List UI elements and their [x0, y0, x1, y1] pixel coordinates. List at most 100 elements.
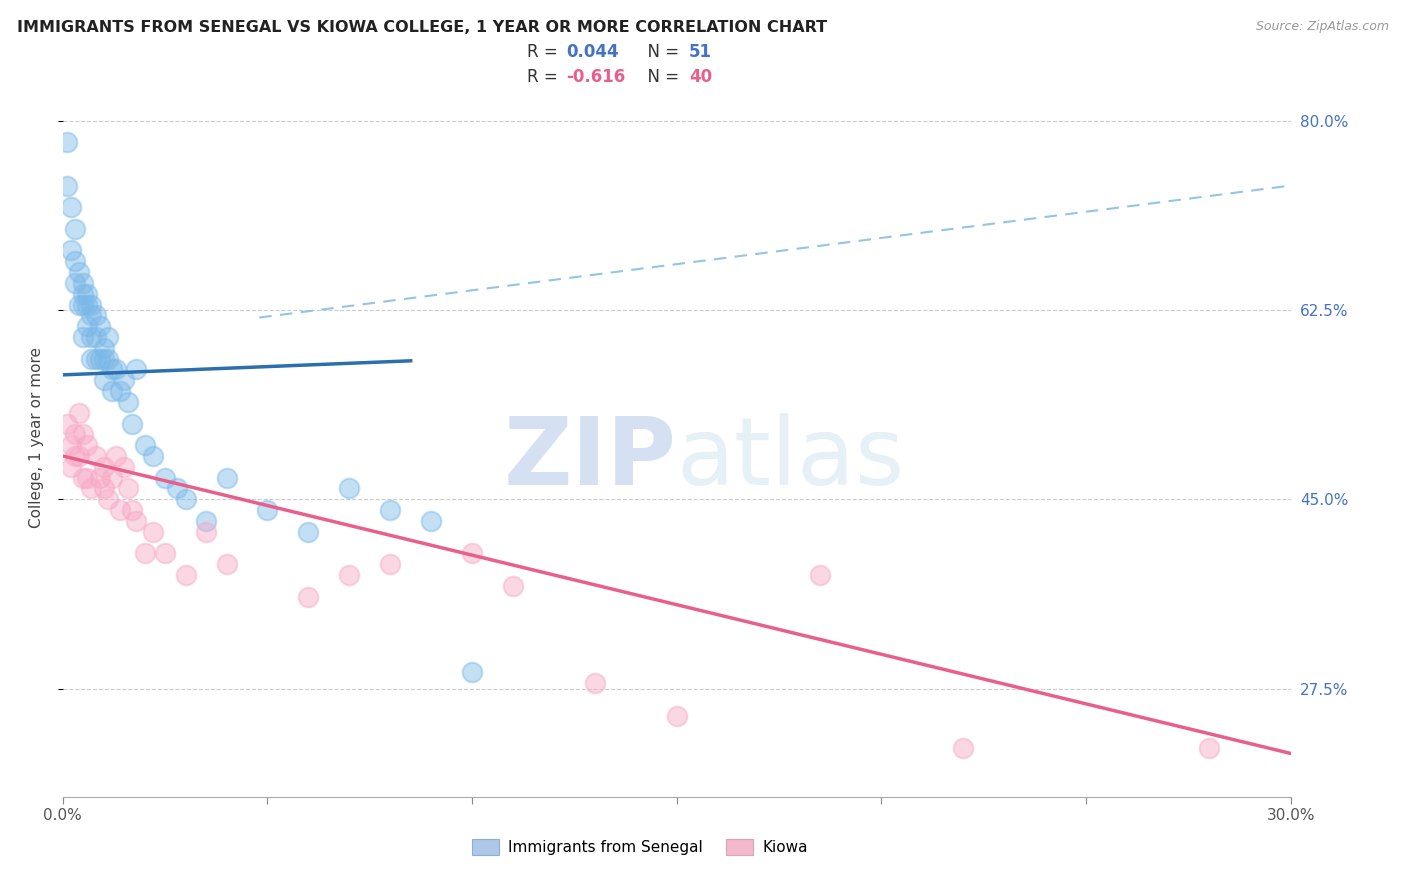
Point — [117, 395, 139, 409]
Point — [72, 330, 94, 344]
Point — [134, 546, 156, 560]
Point — [121, 503, 143, 517]
Point — [80, 351, 103, 366]
Point — [297, 590, 319, 604]
Point — [195, 524, 218, 539]
Point — [337, 568, 360, 582]
Point — [808, 568, 831, 582]
Point — [380, 503, 402, 517]
Point — [59, 459, 82, 474]
Text: 40: 40 — [689, 69, 711, 87]
Point — [89, 319, 111, 334]
Point — [76, 286, 98, 301]
Point — [76, 470, 98, 484]
Text: N =: N = — [637, 44, 685, 62]
Point — [67, 265, 90, 279]
Text: -0.616: -0.616 — [567, 69, 626, 87]
Text: R =: R = — [527, 69, 562, 87]
Point — [153, 470, 176, 484]
Point — [93, 341, 115, 355]
Point — [108, 384, 131, 398]
Point — [76, 438, 98, 452]
Point — [72, 297, 94, 311]
Point — [195, 514, 218, 528]
Point — [59, 438, 82, 452]
Point — [112, 373, 135, 387]
Text: ZIP: ZIP — [503, 413, 676, 505]
Text: 0.044: 0.044 — [567, 44, 619, 62]
Point — [1198, 741, 1220, 756]
Point — [63, 449, 86, 463]
Point — [59, 200, 82, 214]
Text: N =: N = — [637, 69, 685, 87]
Point — [297, 524, 319, 539]
Point — [63, 427, 86, 442]
Point — [153, 546, 176, 560]
Point — [502, 579, 524, 593]
Point — [97, 330, 120, 344]
Point — [93, 373, 115, 387]
Point — [121, 417, 143, 431]
Point — [105, 449, 128, 463]
Point — [101, 362, 124, 376]
Point — [84, 309, 107, 323]
Point — [89, 470, 111, 484]
Point — [67, 449, 90, 463]
Point — [72, 470, 94, 484]
Point — [112, 459, 135, 474]
Point — [97, 351, 120, 366]
Point — [665, 708, 688, 723]
Point — [63, 254, 86, 268]
Point — [93, 459, 115, 474]
Point — [56, 178, 79, 193]
Point — [461, 546, 484, 560]
Text: Source: ZipAtlas.com: Source: ZipAtlas.com — [1256, 20, 1389, 33]
Text: atlas: atlas — [676, 413, 905, 505]
Point — [72, 286, 94, 301]
Point — [174, 492, 197, 507]
Text: R =: R = — [527, 44, 562, 62]
Point — [105, 362, 128, 376]
Text: 51: 51 — [689, 44, 711, 62]
Point — [108, 503, 131, 517]
Point — [142, 524, 165, 539]
Point — [80, 482, 103, 496]
Text: IMMIGRANTS FROM SENEGAL VS KIOWA COLLEGE, 1 YEAR OR MORE CORRELATION CHART: IMMIGRANTS FROM SENEGAL VS KIOWA COLLEGE… — [17, 20, 827, 35]
Point — [125, 362, 148, 376]
Point — [174, 568, 197, 582]
Point — [72, 276, 94, 290]
Point — [89, 351, 111, 366]
Point — [256, 503, 278, 517]
Point — [337, 482, 360, 496]
Point — [67, 297, 90, 311]
Point — [215, 470, 238, 484]
Point — [63, 222, 86, 236]
Point — [461, 665, 484, 680]
Point — [101, 384, 124, 398]
Point — [101, 470, 124, 484]
Point — [80, 330, 103, 344]
Point — [117, 482, 139, 496]
Point — [380, 557, 402, 571]
Point — [420, 514, 443, 528]
Point — [583, 676, 606, 690]
Point — [80, 309, 103, 323]
Point — [76, 319, 98, 334]
Point — [80, 297, 103, 311]
Point — [93, 351, 115, 366]
Point — [84, 330, 107, 344]
Point — [84, 351, 107, 366]
Point — [125, 514, 148, 528]
Legend: Immigrants from Senegal, Kiowa: Immigrants from Senegal, Kiowa — [465, 833, 814, 861]
Point — [59, 244, 82, 258]
Point — [166, 482, 188, 496]
Point — [134, 438, 156, 452]
Point — [76, 297, 98, 311]
Point — [67, 406, 90, 420]
Y-axis label: College, 1 year or more: College, 1 year or more — [30, 347, 44, 527]
Point — [84, 449, 107, 463]
Point — [56, 417, 79, 431]
Point — [56, 136, 79, 150]
Point — [63, 276, 86, 290]
Point — [142, 449, 165, 463]
